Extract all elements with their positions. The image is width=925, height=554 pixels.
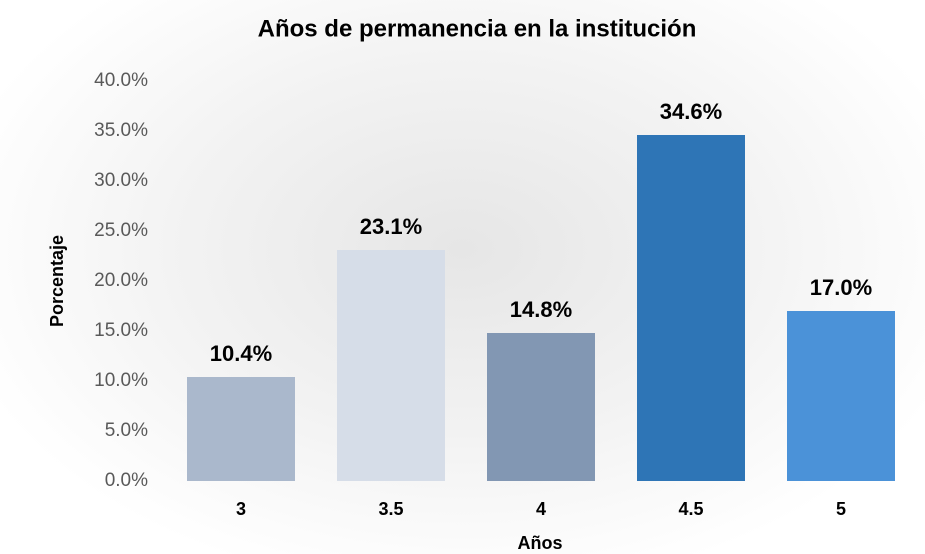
x-tick-label: 3.5	[378, 499, 403, 519]
y-tick-label: 35.0%	[94, 120, 148, 141]
chart-title: Años de permanencia en la institución	[258, 15, 697, 42]
data-label: 10.4%	[210, 341, 272, 366]
x-tick-label: 3	[236, 499, 246, 519]
y-tick-label: 30.0%	[94, 170, 148, 191]
bar	[487, 333, 595, 481]
x-tick-label: 4.5	[678, 499, 703, 519]
y-tick-label: 10.0%	[94, 370, 148, 391]
y-tick-label: 40.0%	[94, 70, 148, 91]
y-tick-label: 15.0%	[94, 320, 148, 341]
data-label: 17.0%	[810, 275, 872, 300]
x-tick-label: 4	[536, 499, 546, 519]
x-tick-label: 5	[836, 499, 846, 519]
data-label: 34.6%	[660, 99, 722, 124]
bar	[187, 377, 295, 481]
bar	[637, 135, 745, 481]
bar	[337, 250, 445, 481]
bar	[787, 311, 895, 481]
y-tick-label: 20.0%	[94, 270, 148, 291]
data-label: 23.1%	[360, 214, 422, 239]
y-tick-label: 0.0%	[105, 470, 148, 491]
data-label: 14.8%	[510, 297, 572, 322]
y-tick-label: 5.0%	[105, 420, 148, 441]
y-tick-label: 25.0%	[94, 220, 148, 241]
y-axis-label: Porcentaje	[47, 235, 67, 327]
x-axis-label: Años	[518, 533, 563, 553]
